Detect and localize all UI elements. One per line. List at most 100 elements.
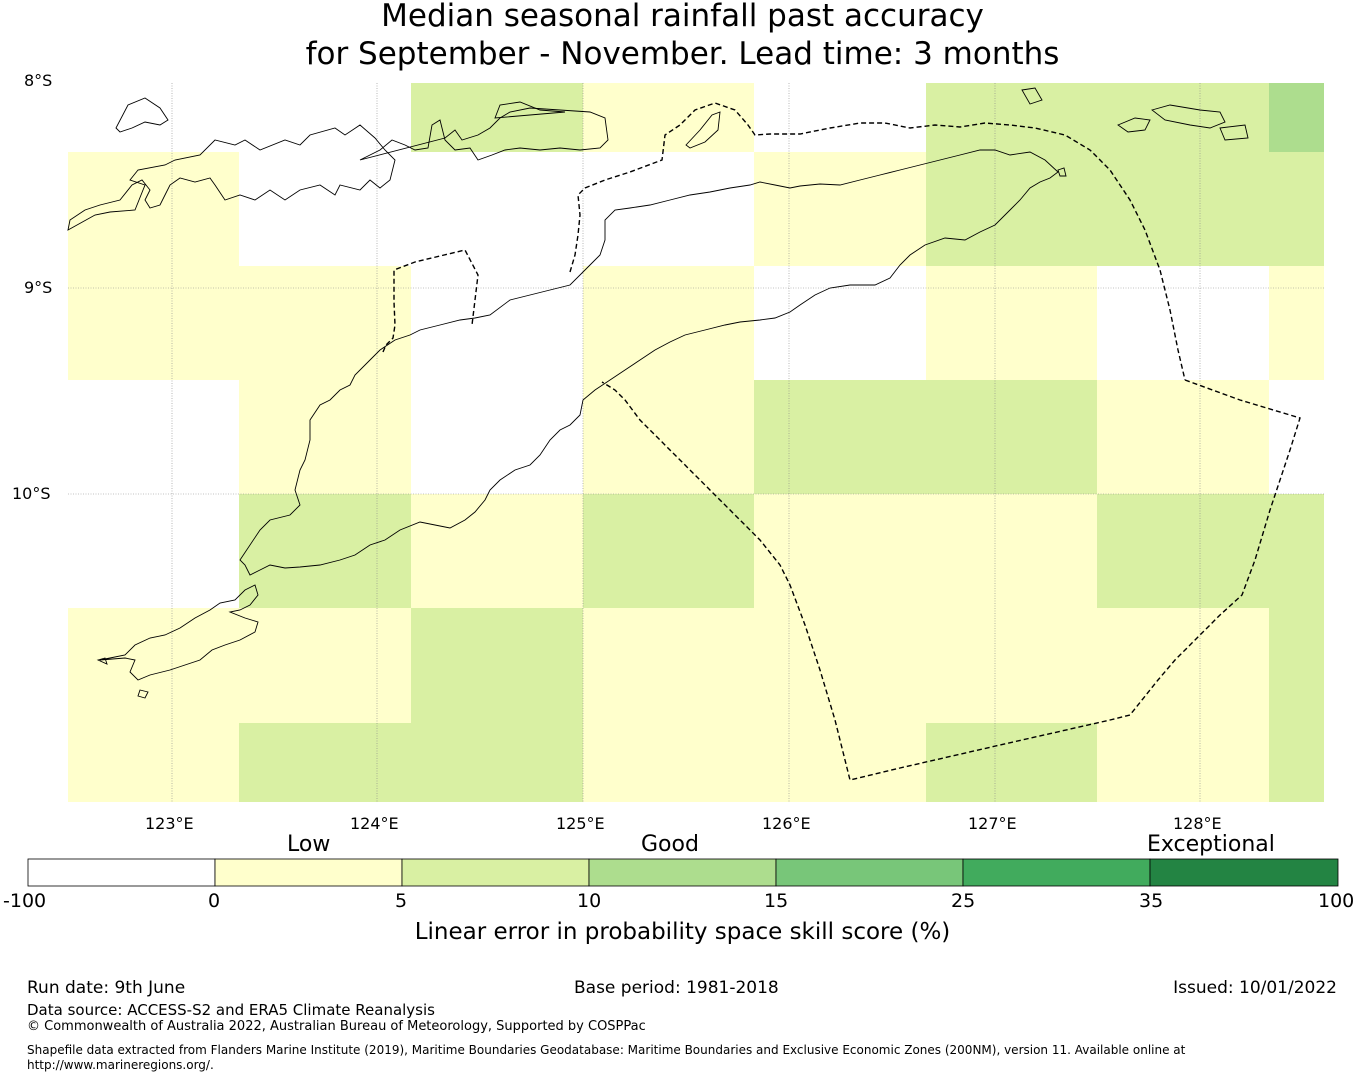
skill-cell — [411, 380, 583, 494]
chart-title-line1: Median seasonal rainfall past accuracy — [381, 0, 984, 34]
tick-25: 25 — [951, 890, 976, 912]
skill-cell — [68, 83, 239, 152]
skill-cell — [1269, 380, 1324, 494]
run-date: Run date: 9th June — [27, 978, 186, 998]
coastline-islet-4 — [1057, 167, 1067, 177]
base-period: Base period: 1981-2018 — [574, 978, 779, 998]
category-good: Good — [641, 832, 699, 857]
coastline-leti — [1117, 117, 1151, 133]
category-exceptional: Exceptional — [1147, 832, 1275, 857]
coastline-atauro — [685, 111, 721, 149]
skill-cell — [754, 380, 926, 494]
skill-cell — [239, 266, 411, 380]
skill-cell — [583, 266, 754, 380]
coastline-lakor — [1219, 124, 1249, 141]
skill-cell — [1269, 723, 1324, 802]
colorbar-segment — [588, 858, 777, 887]
skill-cell — [1269, 266, 1324, 380]
skill-cell — [1097, 83, 1269, 152]
skill-cell — [68, 380, 239, 494]
tick-neg100: -100 — [3, 890, 47, 912]
skill-cell — [68, 723, 239, 802]
colorbar-segment — [401, 858, 590, 887]
skill-cell — [1269, 494, 1324, 608]
coastline-flores — [67, 124, 396, 231]
colorbar — [27, 858, 1339, 887]
skill-cell — [411, 494, 583, 608]
skill-cell — [411, 608, 583, 723]
map-gridlines — [68, 83, 1324, 802]
lat-label-9s: 9°S — [24, 278, 53, 297]
tick-0: 0 — [208, 890, 221, 912]
skill-map — [67, 83, 1324, 802]
tick-10: 10 — [577, 890, 602, 912]
shapefile-credit: Shapefile data extracted from Flanders M… — [27, 1043, 1186, 1057]
chart-title-line2: for September - November. Lead time: 3 m… — [305, 36, 1060, 72]
boundary-south — [601, 379, 1301, 781]
lon-label-123e: 123°E — [145, 814, 194, 833]
coastline-alor — [359, 107, 609, 161]
coastline-kisar — [1021, 87, 1043, 105]
lat-label-8s: 8°S — [24, 71, 53, 90]
data-source: Data source: ACCESS-S2 and ERA5 Climate … — [27, 1001, 435, 1019]
coastline-islet-2 — [137, 689, 149, 699]
boundary-oecusse — [382, 249, 479, 353]
lon-label-124e: 124°E — [350, 814, 399, 833]
skill-cell — [1097, 494, 1269, 608]
skill-cell — [754, 266, 926, 380]
colorbar-segment — [27, 858, 216, 887]
skill-cell — [926, 494, 1097, 608]
copyright: © Commonwealth of Australia 2022, Austra… — [27, 1019, 646, 1034]
issued-date: Issued: 10/01/2022 — [1173, 978, 1337, 998]
skill-cell — [239, 152, 411, 266]
tick-15: 15 — [764, 890, 789, 912]
skill-cell — [411, 152, 583, 266]
skill-cell — [68, 152, 239, 266]
coastline-rote — [99, 584, 259, 681]
skill-cell — [68, 266, 239, 380]
colorbar-segment — [775, 858, 964, 887]
colorbar-label: Linear error in probability space skill … — [414, 919, 951, 945]
skill-cell — [583, 494, 754, 608]
lat-label-10s: 10°S — [12, 484, 51, 503]
category-low: Low — [287, 832, 331, 857]
lon-label-126e: 126°E — [762, 814, 811, 833]
skill-cell — [926, 380, 1097, 494]
skill-cell — [926, 83, 1097, 152]
coastline-islet-3 — [96, 657, 108, 665]
colorbar-segment — [962, 858, 1151, 887]
skill-cell — [926, 608, 1097, 723]
skill-cell — [583, 380, 754, 494]
skill-cell — [411, 266, 583, 380]
boundary-north — [569, 102, 1186, 381]
coastline-islet-1 — [115, 97, 169, 133]
shapefile-url: http://www.marineregions.org/. — [27, 1058, 214, 1072]
skill-cell — [1269, 608, 1324, 723]
tick-5: 5 — [395, 890, 408, 912]
skill-cell — [68, 494, 239, 608]
skill-cell — [583, 723, 754, 802]
skill-cell — [926, 723, 1097, 802]
skill-cell — [239, 83, 411, 152]
lon-label-125e: 125°E — [556, 814, 605, 833]
skill-cell — [239, 723, 411, 802]
skill-cell — [583, 152, 754, 266]
skill-cell — [754, 152, 926, 266]
skill-cell — [239, 494, 411, 608]
tick-35: 35 — [1139, 890, 1164, 912]
skill-cell — [411, 723, 583, 802]
skill-cell — [1269, 152, 1324, 266]
colorbar-segment — [214, 858, 403, 887]
skill-cell — [1269, 83, 1324, 152]
lon-label-127e: 127°E — [968, 814, 1017, 833]
skill-cell — [1097, 152, 1269, 266]
skill-cell — [68, 608, 239, 723]
coastline-wetar — [494, 101, 566, 119]
skill-cell — [1097, 266, 1269, 380]
tick-100: 100 — [1318, 890, 1355, 912]
skill-cell — [754, 723, 926, 802]
coastline-moa — [1151, 104, 1226, 129]
coastlines — [67, 87, 1249, 699]
maritime-boundaries — [382, 102, 1301, 781]
skill-cell — [583, 608, 754, 723]
